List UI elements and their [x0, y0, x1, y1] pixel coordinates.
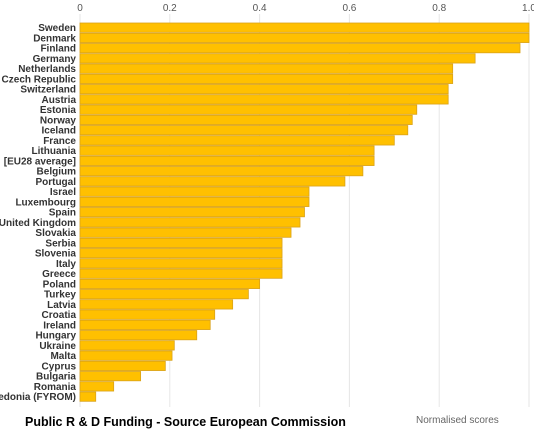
category-label: Czech Republic: [2, 74, 77, 85]
bar: [79, 63, 454, 74]
bar: [79, 125, 409, 136]
axis-units-note: Normalised scores: [416, 415, 499, 426]
bar: [79, 330, 198, 341]
category-label: Netherlands: [18, 64, 76, 75]
bar: [79, 22, 530, 33]
bar: [79, 350, 173, 361]
category-label: Ireland: [43, 320, 76, 331]
category-label: Germany: [33, 54, 77, 65]
category-labels: SwedenDenmarkFinlandGermanyNetherlandsCz…: [0, 23, 76, 403]
category-label: Italy: [56, 259, 76, 270]
x-axis-ticks: 0 0.2 0.4 0.6 0.8 1.0: [77, 3, 534, 14]
x-tick-label: 0.2: [163, 3, 177, 14]
category-label: Slovenia: [35, 249, 77, 260]
bar: [79, 258, 283, 269]
category-label: Sweden: [38, 23, 76, 34]
category-label: Malta: [50, 351, 76, 362]
category-label: Finland: [40, 44, 76, 55]
bar: [79, 53, 476, 64]
category-label: Hungary: [35, 331, 76, 342]
category-label: Romania: [34, 382, 77, 393]
category-label: Norway: [40, 115, 77, 126]
x-tick-label: 0.4: [253, 3, 267, 14]
x-tick-label: 1.0: [522, 3, 534, 14]
category-label: Slovakia: [35, 228, 76, 239]
category-label: Serbia: [45, 238, 76, 249]
bars: [79, 22, 530, 402]
bar: [79, 145, 375, 156]
bar: [79, 73, 454, 84]
bar: [79, 319, 211, 330]
bar: [79, 381, 115, 392]
bar: [79, 104, 418, 115]
category-label: Bulgaria: [36, 372, 76, 383]
category-label: Portugal: [35, 177, 76, 188]
bar: [79, 43, 521, 54]
category-label: France: [43, 136, 76, 147]
bar: [79, 278, 261, 289]
category-label: Croatia: [42, 310, 77, 321]
category-label: Greece: [42, 269, 76, 280]
category-label: United Kingdom: [0, 218, 76, 229]
bar: [79, 340, 175, 351]
category-label: Macedonia (FYROM): [0, 392, 76, 403]
category-label: Turkey: [44, 290, 76, 301]
category-label: Israel: [50, 187, 76, 198]
category-label: Ukraine: [39, 341, 76, 352]
bar: [79, 227, 292, 238]
category-label: Switzerland: [20, 85, 76, 96]
x-tick-label: 0.6: [342, 3, 356, 14]
x-tick-label: 0.8: [432, 3, 446, 14]
bar: [79, 155, 375, 166]
category-label: Latvia: [47, 300, 76, 311]
bar: [79, 84, 449, 95]
category-label: Denmark: [33, 33, 76, 44]
bar: [79, 32, 530, 43]
bar: [79, 166, 364, 177]
x-tick-label: 0: [77, 3, 83, 14]
bar: [79, 217, 301, 228]
category-label: Belgium: [37, 167, 77, 178]
bar: [79, 371, 142, 382]
bar: [79, 268, 283, 279]
bar: [79, 289, 249, 300]
bar: [79, 176, 346, 187]
category-label: Iceland: [42, 126, 76, 137]
bar: [79, 114, 413, 125]
category-label: Cyprus: [42, 361, 77, 372]
bar: [79, 248, 283, 259]
bar: [79, 309, 216, 320]
category-label: Luxembourg: [15, 197, 76, 208]
category-label: Lithuania: [32, 146, 77, 157]
bar: [79, 299, 234, 310]
bar: [79, 391, 97, 402]
category-label: [EU28 average]: [4, 156, 76, 167]
bar: [79, 94, 449, 105]
bar: [79, 237, 283, 248]
bar: [79, 360, 166, 371]
bar: [79, 196, 310, 207]
bar: [79, 207, 305, 218]
category-label: Poland: [43, 279, 76, 290]
category-label: Estonia: [40, 105, 77, 116]
category-label: Spain: [49, 208, 76, 219]
bar: [79, 135, 395, 146]
chart-caption: Public R & D Funding - Source European C…: [25, 415, 346, 429]
category-label: Austria: [42, 95, 77, 106]
bar: [79, 186, 310, 197]
